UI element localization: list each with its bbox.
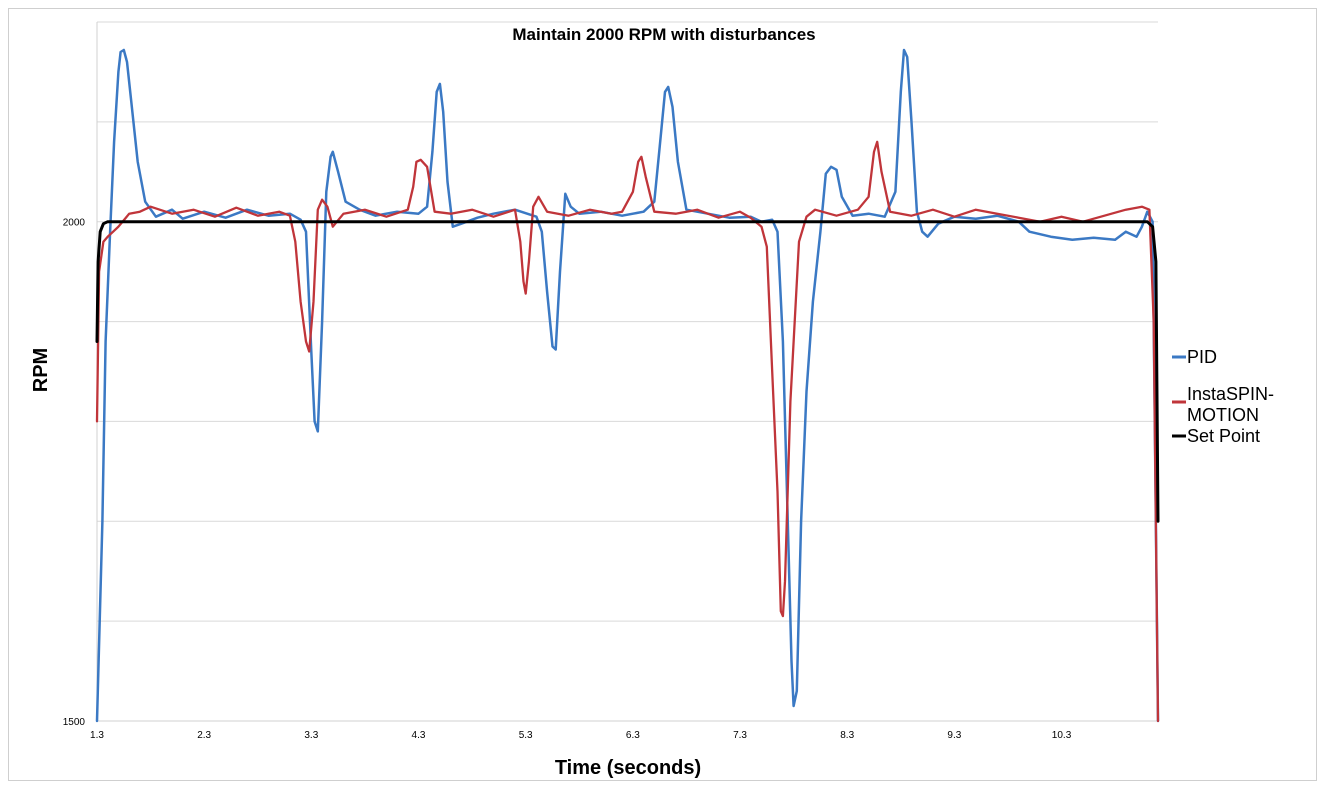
tick-labels: 1.3 2.3 3.3 4.3 5.3 6.3 7.3 8.3 9.3 10.3 2000 1500 <box>63 218 1072 741</box>
legend-label-instaspin-motion: InstaSPIN-MOTION <box>1187 384 1274 425</box>
series-lines <box>95 48 1160 723</box>
y-axis-title: RPM <box>30 348 52 392</box>
x-tick-label: 2.3 <box>197 730 211 741</box>
chart-border <box>8 8 1317 781</box>
x-tick-label: 3.3 <box>304 730 318 741</box>
x-tick-label: 9.3 <box>947 730 961 741</box>
x-tick-label: 6.3 <box>626 730 640 741</box>
y-tick-label: 1500 <box>63 717 86 728</box>
x-tick-label: 5.3 <box>519 730 533 741</box>
legend-label-pid: PID <box>1187 347 1217 367</box>
x-tick-label: 8.3 <box>840 730 854 741</box>
x-tick-label: 7.3 <box>733 730 747 741</box>
series-line-instaspin-motion <box>95 140 1160 723</box>
x-tick-label: 4.3 <box>412 730 426 741</box>
series-line-set-point <box>95 220 1160 523</box>
legend-label-set-point: Set Point <box>1187 426 1260 446</box>
y-tick-label: 2000 <box>63 218 86 229</box>
x-axis-title: Time (seconds) <box>555 757 701 779</box>
x-tick-label: 1.3 <box>90 730 104 741</box>
x-tick-label: 10.3 <box>1052 730 1072 741</box>
chart-title: Maintain 2000 RPM with disturbances <box>512 25 815 44</box>
